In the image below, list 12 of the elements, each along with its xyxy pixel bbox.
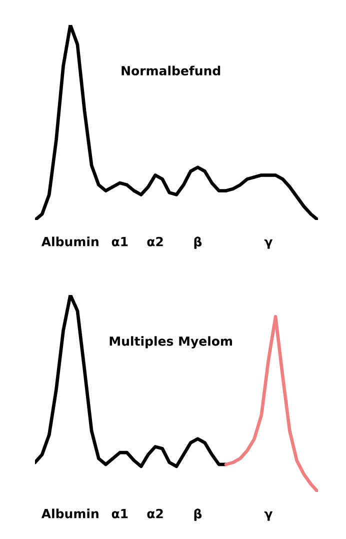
x-tick-label: γ bbox=[264, 511, 273, 521]
x-tick-label: α1 bbox=[112, 509, 128, 518]
x-tick-label: γ bbox=[264, 239, 273, 249]
x-tick-label: β bbox=[194, 508, 202, 521]
text: Normalbefund bbox=[122, 66, 220, 76]
x-tick-label: α2 bbox=[147, 236, 163, 246]
x-tick-label: α1 bbox=[112, 237, 128, 246]
x-tick-label: Albumin bbox=[41, 508, 98, 518]
x-tick-label: β bbox=[194, 236, 202, 249]
x-tick-label: Albumin bbox=[41, 236, 98, 246]
text: Multiples Myelom bbox=[110, 336, 232, 348]
x-tick-label: α2 bbox=[147, 508, 163, 518]
